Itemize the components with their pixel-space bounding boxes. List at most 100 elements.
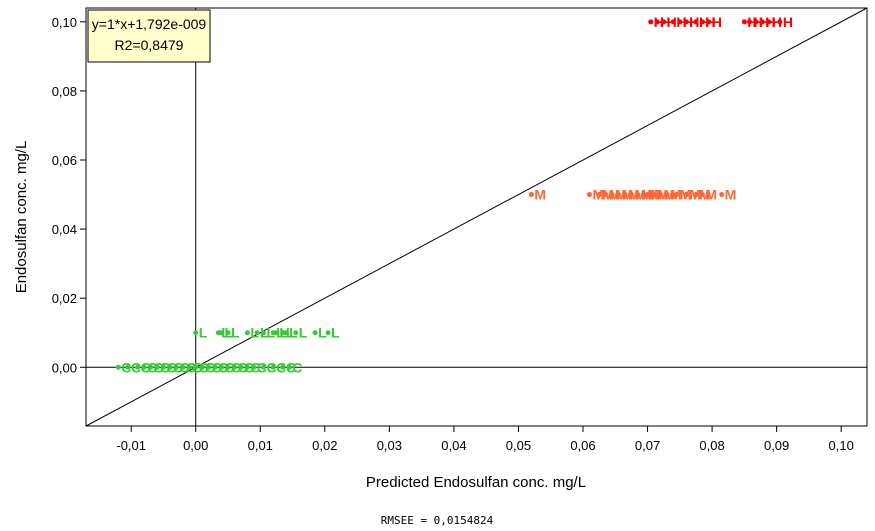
data-point bbox=[596, 192, 602, 198]
data-point bbox=[173, 364, 179, 370]
x-tick-label: 0,08 bbox=[699, 438, 724, 453]
data-point bbox=[766, 19, 772, 25]
y-tick-label: 0,06 bbox=[52, 153, 77, 168]
equation-box: y=1*x+1,792e-009 R2=0,8479 bbox=[87, 9, 211, 63]
x-tick-label: 0,06 bbox=[570, 438, 595, 453]
data-points: CCCCCCCCCCCCCCCCCCCCCCCCCLLLLLLLLLLLLLLM… bbox=[115, 14, 793, 375]
data-point bbox=[753, 19, 759, 25]
data-point bbox=[661, 19, 667, 25]
data-point bbox=[225, 330, 231, 336]
data-point-label: M bbox=[705, 187, 717, 203]
data-point bbox=[670, 19, 676, 25]
x-tick-label: 0,02 bbox=[312, 438, 337, 453]
y-tick-label: 0,04 bbox=[52, 222, 77, 237]
data-point-label: H bbox=[783, 14, 793, 30]
data-point bbox=[238, 364, 244, 370]
data-point bbox=[747, 19, 753, 25]
data-point bbox=[180, 364, 186, 370]
data-point bbox=[312, 330, 318, 336]
r2-text: R2=0,8479 bbox=[115, 37, 184, 53]
data-point bbox=[628, 192, 634, 198]
equation-text: y=1*x+1,792e-009 bbox=[92, 16, 207, 32]
data-point bbox=[651, 192, 657, 198]
data-point bbox=[141, 364, 147, 370]
data-point bbox=[677, 19, 683, 25]
data-point-label: H bbox=[772, 14, 782, 30]
data-point bbox=[160, 364, 166, 370]
data-point-label: L bbox=[299, 325, 308, 341]
data-point bbox=[199, 364, 205, 370]
data-point bbox=[635, 192, 641, 198]
data-point bbox=[193, 330, 199, 336]
x-tick-label: 0,03 bbox=[377, 438, 402, 453]
data-point bbox=[657, 192, 663, 198]
data-point bbox=[261, 364, 266, 370]
data-point bbox=[759, 19, 765, 25]
x-axis-title: Predicted Endosulfan conc. mg/L bbox=[366, 474, 586, 491]
data-point bbox=[609, 192, 615, 198]
data-point-label: L bbox=[318, 325, 327, 341]
data-point bbox=[693, 192, 699, 198]
fit-line bbox=[85, 7, 868, 427]
data-point bbox=[674, 192, 680, 198]
data-point bbox=[664, 192, 670, 198]
data-point bbox=[325, 330, 331, 336]
data-point bbox=[293, 330, 299, 336]
data-point bbox=[225, 364, 231, 370]
data-point bbox=[683, 192, 689, 198]
y-tick-label: 0,00 bbox=[52, 360, 77, 375]
data-point bbox=[206, 364, 212, 370]
data-point bbox=[777, 19, 783, 25]
data-point bbox=[273, 330, 279, 336]
data-point bbox=[699, 19, 705, 25]
data-point bbox=[622, 192, 628, 198]
data-point bbox=[719, 192, 725, 198]
data-point-label: M bbox=[534, 187, 546, 203]
data-point bbox=[244, 330, 250, 336]
data-point bbox=[280, 364, 286, 370]
data-point bbox=[219, 364, 225, 370]
x-tick-label: 0,05 bbox=[506, 438, 531, 453]
data-point bbox=[616, 192, 621, 198]
data-point bbox=[254, 330, 260, 336]
y-axis: 0,00 0,02 0,04 0,06 0,08 0,10 bbox=[52, 15, 86, 375]
data-point bbox=[115, 364, 121, 370]
data-point bbox=[270, 364, 276, 370]
data-point bbox=[683, 19, 689, 25]
data-point bbox=[286, 364, 292, 370]
data-point bbox=[135, 364, 141, 370]
x-tick-label: 0,07 bbox=[635, 438, 660, 453]
data-point bbox=[261, 330, 266, 336]
rmsee-text: RMSEE = 0,0154824 bbox=[381, 514, 494, 527]
data-point bbox=[741, 19, 747, 25]
x-axis: -0,01 0,00 0,01 0,02 0,03 0,04 0,05 0,06 0,07 0,0… bbox=[116, 426, 854, 453]
x-tick-label: 0,10 bbox=[829, 438, 854, 453]
data-point bbox=[231, 364, 237, 370]
data-point bbox=[125, 364, 131, 370]
x-tick-label: 0,04 bbox=[441, 438, 466, 453]
data-point bbox=[603, 192, 609, 198]
data-point bbox=[699, 192, 705, 198]
x-tick-label: 0,09 bbox=[764, 438, 789, 453]
data-point-label: L bbox=[199, 325, 208, 341]
data-point bbox=[693, 19, 699, 25]
data-point bbox=[648, 19, 654, 25]
data-point bbox=[186, 364, 192, 370]
y-tick-label: 0,10 bbox=[52, 15, 77, 30]
data-point-label: M bbox=[725, 187, 737, 203]
x-tick-label: 0,01 bbox=[248, 438, 273, 453]
data-point-label: C bbox=[292, 359, 302, 375]
data-point bbox=[528, 192, 534, 198]
y-tick-label: 0,02 bbox=[52, 291, 77, 306]
data-point bbox=[251, 364, 257, 370]
data-point bbox=[219, 330, 225, 336]
data-point bbox=[283, 330, 289, 336]
data-point bbox=[148, 364, 154, 370]
data-point bbox=[654, 19, 660, 25]
y-tick-label: 0,08 bbox=[52, 84, 77, 99]
data-point bbox=[244, 364, 250, 370]
data-point bbox=[167, 364, 173, 370]
data-point bbox=[212, 364, 218, 370]
data-point-label: H bbox=[747, 14, 757, 30]
